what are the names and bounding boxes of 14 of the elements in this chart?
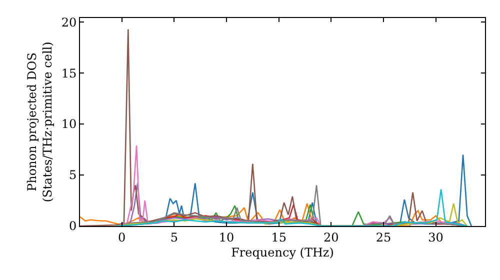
- x-tick-label: 15: [271, 230, 286, 244]
- x-tick-label: 5: [170, 230, 178, 244]
- x-tick-label: 25: [376, 230, 392, 244]
- x-tick-label: 10: [218, 230, 234, 244]
- y-tick-label: 5: [68, 168, 77, 182]
- x-tick-label: 30: [428, 230, 444, 244]
- x-tick-label: 20: [324, 230, 339, 244]
- y-tick-label: 10: [61, 117, 77, 132]
- x-axis-title: Frequency (THz): [231, 245, 334, 260]
- y-tick-label: 0: [68, 219, 77, 234]
- y-tick-label: 15: [61, 66, 77, 80]
- y-axis-title: Phonon projected DOS (States/THz·primitive cell): [25, 42, 55, 202]
- y-tick-label: 20: [61, 15, 77, 30]
- x-tick-label: 0: [118, 230, 126, 244]
